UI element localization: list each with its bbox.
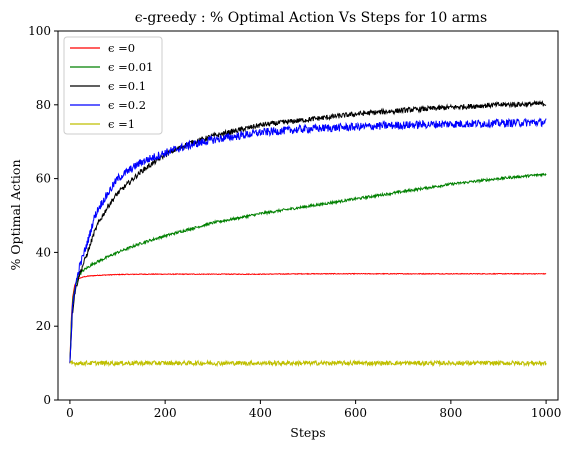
series-line-2 [69, 99, 547, 364]
legend-entry-label: ϵ =0.2 [108, 98, 146, 112]
y-axis-label: % Optimal Action [8, 159, 23, 270]
legend-entry-label: ϵ =0 [108, 41, 135, 55]
legend-box [63, 36, 163, 135]
x-axis: 0 200 400 600 800 1000 [66, 400, 561, 420]
series-line-3 [69, 117, 547, 364]
legend-entry-label: ϵ =0.1 [108, 79, 146, 93]
y-tick-label: 80 [36, 98, 51, 112]
chart-title: ϵ-greedy : % Optimal Action Vs Steps for… [135, 10, 487, 26]
series-line-4 [69, 359, 547, 368]
x-tick-label: 200 [154, 406, 177, 420]
plot-area [57, 30, 559, 401]
x-tick-label: 1000 [531, 406, 562, 420]
legend-entry-label: ϵ =0.01 [108, 60, 153, 74]
x-tick-label: 600 [344, 406, 367, 420]
y-tick-label: 20 [36, 319, 51, 333]
y-axis: 0 20 40 60 80 100 [28, 24, 58, 407]
series-layer [69, 99, 547, 368]
y-tick-label: 0 [43, 393, 51, 407]
x-tick-label: 400 [249, 406, 272, 420]
legend-entry-label: ϵ =1 [108, 117, 135, 131]
y-tick-label: 40 [36, 245, 51, 259]
x-tick-label: 0 [66, 406, 74, 420]
axes-frame [57, 30, 559, 401]
y-tick-label: 100 [28, 24, 51, 38]
series-line-1 [69, 172, 547, 364]
y-tick-label: 60 [36, 172, 51, 186]
legend: ϵ =0 ϵ =0.01 ϵ =0.1 ϵ =0.2 ϵ =1 [63, 36, 163, 135]
series-line-0 [69, 272, 547, 364]
x-tick-label: 800 [439, 406, 462, 420]
x-axis-label: Steps [290, 425, 325, 440]
